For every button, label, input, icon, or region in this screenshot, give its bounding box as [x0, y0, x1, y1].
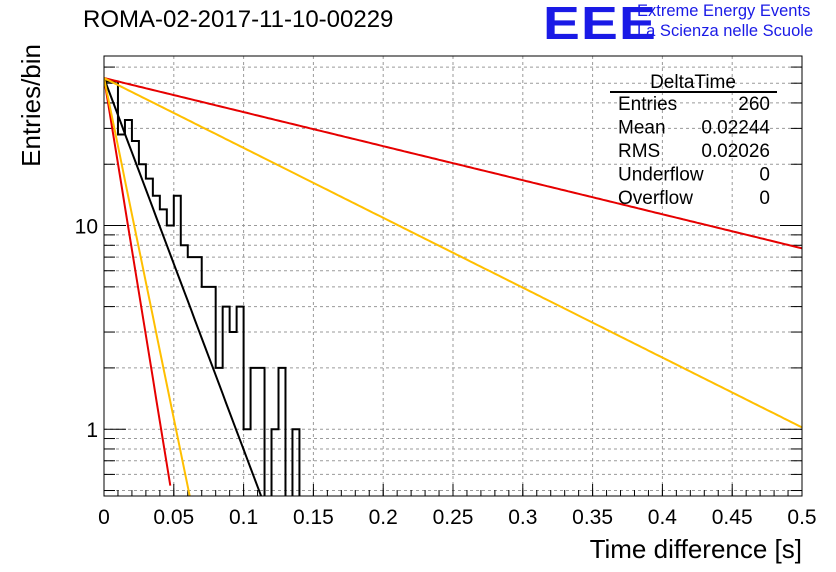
- histogram-bin: [174, 196, 181, 502]
- logo-subtitle-1: Extreme Energy Events: [637, 2, 811, 20]
- fit-curves: [104, 77, 802, 496]
- histogram-bin: [272, 429, 279, 502]
- stats-label: Entries: [618, 94, 677, 115]
- axis-labels: 0 0.05 0.1 0.15 0.2 0.25 0.3 0.35 0.4 0.45 0.5 1 10 T…: [16, 44, 817, 564]
- eee-logo: EEE: [543, 0, 658, 49]
- x-tick-label: 0.05: [153, 506, 194, 529]
- fit-line: [104, 77, 191, 496]
- x-tick-label: 0.25: [433, 506, 474, 529]
- y-axis-label: Entries/bin: [16, 44, 46, 167]
- histogram-bin: [132, 141, 139, 502]
- x-tick-label: 0.1: [229, 506, 258, 529]
- histogram-bin: [202, 287, 209, 502]
- stats-label: Mean: [618, 118, 666, 139]
- histogram-bin: [209, 287, 216, 502]
- x-tick-label: 0.4: [648, 506, 678, 529]
- histogram-bin: [216, 368, 223, 502]
- stats-value: 0: [759, 188, 770, 209]
- stats-value: 260: [738, 94, 770, 115]
- x-tick-label: 0.2: [369, 506, 398, 529]
- histogram-bin: [195, 257, 202, 502]
- plot-frame: [103, 55, 803, 497]
- stats-value: 0.02026: [701, 141, 770, 162]
- histogram-bin: [188, 257, 195, 502]
- histogram-bin: [125, 120, 132, 502]
- x-tick-label: 0.5: [787, 506, 816, 529]
- fit-line: [104, 77, 172, 486]
- x-axis-label: Time difference [s]: [590, 534, 802, 564]
- logo-subtitle-2: La Scienza nelle Scuole: [637, 22, 814, 40]
- x-tick-label: 0: [98, 506, 110, 529]
- histogram-bin: [279, 368, 286, 502]
- fit-line: [104, 77, 802, 250]
- y-tick-label: 10: [75, 216, 98, 239]
- histogram-bin: [292, 429, 299, 502]
- x-tick-label: 0.3: [508, 506, 537, 529]
- chart-title: ROMA-02-2017-11-10-00229: [83, 6, 394, 33]
- grid: [104, 56, 802, 496]
- stats-title: DeltaTime: [650, 72, 736, 93]
- x-tick-label: 0.35: [572, 506, 613, 529]
- stats-value: 0: [759, 165, 770, 186]
- histogram: [104, 80, 301, 502]
- x-tick-label: 0.45: [712, 506, 753, 529]
- stats-label: Overflow: [618, 188, 693, 209]
- x-tick-label: 0.15: [293, 506, 334, 529]
- stats-label: Underflow: [618, 165, 704, 186]
- y-tick-label: 1: [86, 419, 98, 442]
- histogram-bin: [237, 307, 244, 502]
- stats-label: RMS: [618, 141, 660, 162]
- fit-line: [104, 77, 802, 429]
- stats-value: 0.02244: [701, 118, 770, 139]
- histogram-bin: [258, 368, 265, 502]
- fit-line: [104, 77, 263, 496]
- histogram-outline: [104, 80, 301, 496]
